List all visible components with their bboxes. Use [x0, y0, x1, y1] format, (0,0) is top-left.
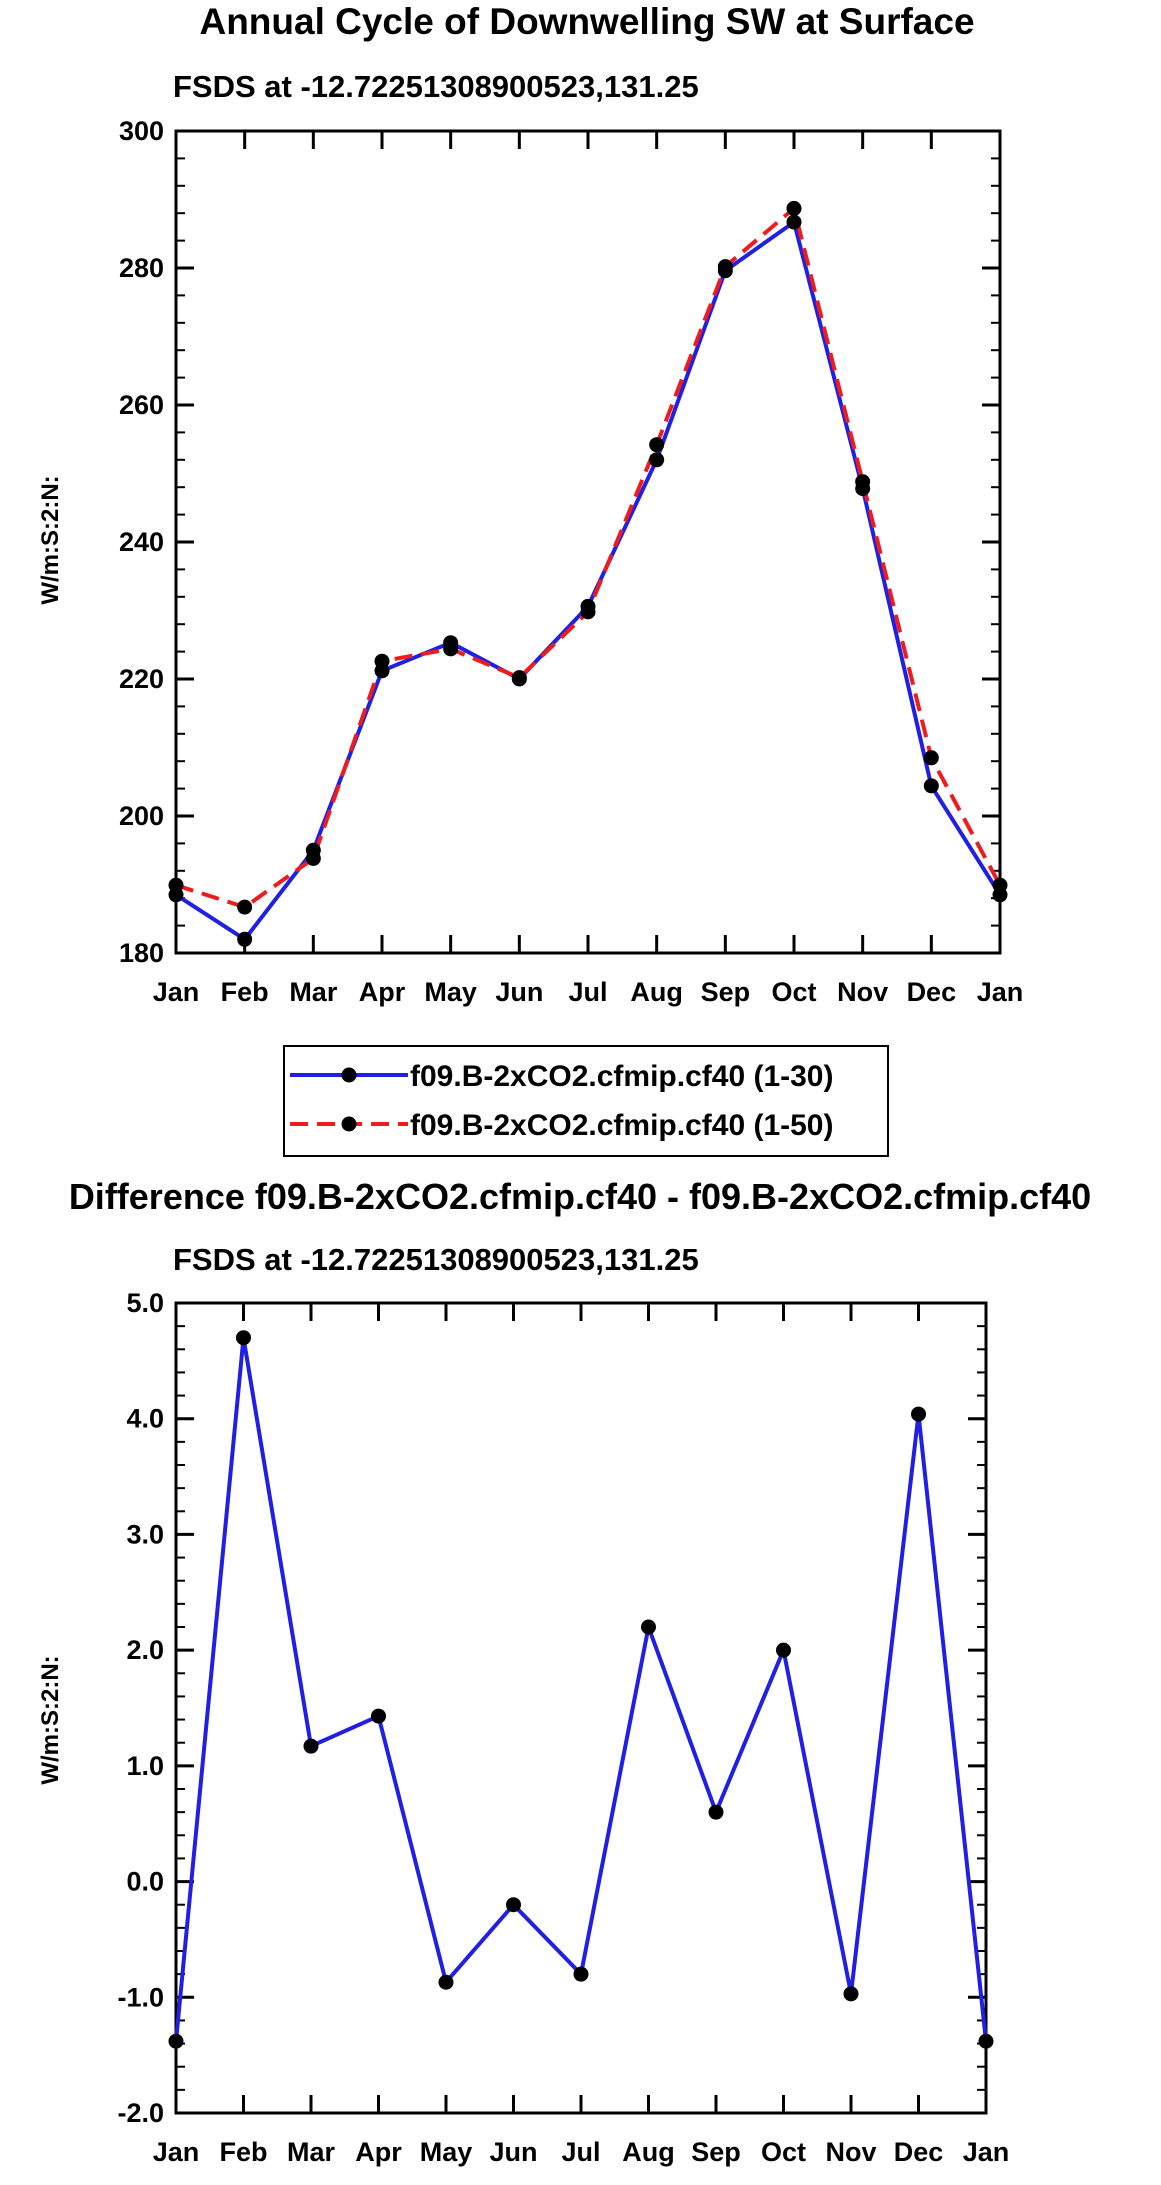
data-point-series-1 [237, 931, 253, 947]
data-point-series-2 [855, 474, 871, 490]
data-point-series-2 [717, 259, 733, 275]
x-tick-label: Apr [355, 2137, 402, 2167]
data-point-series-1 [641, 1619, 656, 1635]
data-point-series-1 [168, 2033, 184, 2049]
data-point-series-2 [786, 200, 802, 216]
y-tick-label: 5.0 [126, 1288, 164, 1318]
data-point-series-2 [168, 877, 184, 893]
data-point-series-1 [978, 2033, 994, 2049]
data-point-series-1 [923, 778, 939, 794]
plot-area: -2.0 -1.0 0.0 1.0 2.0 3.0 4.0 5.0 Jan Feb Mar Apr Ma… [117, 1288, 1009, 2167]
x-tick-label: Oct [761, 2137, 806, 2167]
x-tick-label: Jan [153, 2137, 200, 2167]
x-tick-label: May [424, 977, 477, 1007]
y-tick-label: 4.0 [126, 1404, 164, 1434]
chart-difference: Difference f09.B-2xCO2.cfmip.cf40 - f09.… [37, 1176, 1091, 2167]
data-point-series-2 [443, 641, 459, 657]
legend: f09.B-2xCO2.cfmip.cf40 (1-30) f09.B-2xCO… [283, 1045, 889, 1157]
data-point-series-1 [438, 1974, 454, 1990]
y-tick-label: 220 [119, 664, 164, 694]
x-tick-label: Jul [568, 977, 607, 1007]
data-point-series-2 [305, 850, 321, 866]
series-line-1 [174, 1335, 988, 2042]
y-axis-label: W/m:S:2:N: [37, 1655, 64, 1784]
plot-area: 180 200 220 240 260 280 300 Jan Feb Mar Apr May Jun J… [119, 116, 1023, 1007]
y-tick-label: -2.0 [117, 2098, 164, 2128]
x-tick-label: Jan [153, 977, 200, 1007]
legend-box [283, 1045, 889, 1157]
chart-subtitle: FSDS at -12.72251308900523,131.25 [173, 69, 699, 104]
y-tick-label: 3.0 [126, 1519, 164, 1549]
data-point-series-1 [843, 1986, 859, 2002]
x-tick-label: Feb [219, 2137, 267, 2167]
chart-annual-cycle: Annual Cycle of Downwelling SW at Surfac… [37, 1, 1023, 1007]
y-tick-label: 280 [119, 253, 164, 283]
x-tick-label: Jun [495, 977, 543, 1007]
data-point-series-2 [649, 437, 665, 453]
x-tick-label: Jun [489, 2137, 537, 2167]
x-tick-label: Jan [963, 2137, 1010, 2167]
y-tick-label: -1.0 [117, 1982, 164, 2012]
x-tick-label: Nov [825, 2137, 876, 2167]
data-point-series-2 [511, 670, 527, 686]
y-tick-label: 240 [119, 527, 164, 557]
x-tick-label: Jul [561, 2137, 600, 2167]
data-point-series-1 [776, 1642, 791, 1658]
legend-label-series-2: f09.B-2xCO2.cfmip.cf40 (1-50) [410, 1109, 834, 1142]
chart-title: Difference f09.B-2xCO2.cfmip.cf40 - f09.… [69, 1176, 1091, 1217]
x-tick-label: May [420, 2137, 473, 2167]
data-point-series-1 [911, 1406, 926, 1422]
x-tick-label: Apr [359, 977, 406, 1007]
y-tick-label: 2.0 [126, 1635, 164, 1665]
x-tick-label: Oct [771, 977, 816, 1007]
y-tick-label: 180 [119, 938, 164, 968]
y-tick-label: 300 [119, 116, 164, 146]
x-tick-label: Dec [907, 977, 957, 1007]
data-point-series-2 [580, 604, 596, 620]
data-point-series-1 [303, 1738, 319, 1754]
data-point-series-1 [506, 1897, 521, 1913]
series-line-1 [174, 220, 1002, 942]
y-tick-label: 260 [119, 390, 164, 420]
data-point-series-1 [236, 1330, 251, 1346]
data-point-series-1 [708, 1804, 724, 1820]
chart-subtitle: FSDS at -12.72251308900523,131.25 [173, 1242, 699, 1277]
y-tick-label: 0.0 [126, 1867, 164, 1897]
x-tick-label: Aug [630, 977, 682, 1007]
y-axis-label: W/m:S:2:N: [37, 475, 64, 604]
x-tick-label: Dec [894, 2137, 944, 2167]
x-tick-label: Aug [622, 2137, 674, 2167]
legend-marker-series-2 [341, 1116, 357, 1132]
series-line-2 [175, 206, 1002, 910]
legend-marker-series-1 [341, 1067, 357, 1083]
y-tick-label: 200 [119, 801, 164, 831]
data-point-series-1 [371, 1708, 386, 1724]
legend-label-series-1: f09.B-2xCO2.cfmip.cf40 (1-30) [410, 1060, 834, 1093]
data-point-series-2 [923, 750, 939, 766]
plot-frame [174, 1301, 988, 2115]
data-point-series-1 [573, 1966, 589, 1982]
x-tick-label: Sep [691, 2137, 741, 2167]
chart-title: Annual Cycle of Downwelling SW at Surfac… [199, 1, 974, 42]
data-point-series-1 [786, 214, 802, 230]
y-tick-label: 1.0 [126, 1751, 164, 1781]
data-point-series-2 [237, 899, 253, 915]
data-point-series-1 [649, 452, 665, 468]
x-tick-label: Mar [287, 2137, 336, 2167]
x-tick-label: Jan [977, 977, 1024, 1007]
data-point-series-2 [374, 653, 390, 669]
data-point-series-2 [992, 877, 1008, 893]
x-tick-label: Feb [221, 977, 269, 1007]
x-tick-label: Mar [289, 977, 338, 1007]
x-tick-label: Nov [837, 977, 888, 1007]
x-tick-label: Sep [701, 977, 751, 1007]
